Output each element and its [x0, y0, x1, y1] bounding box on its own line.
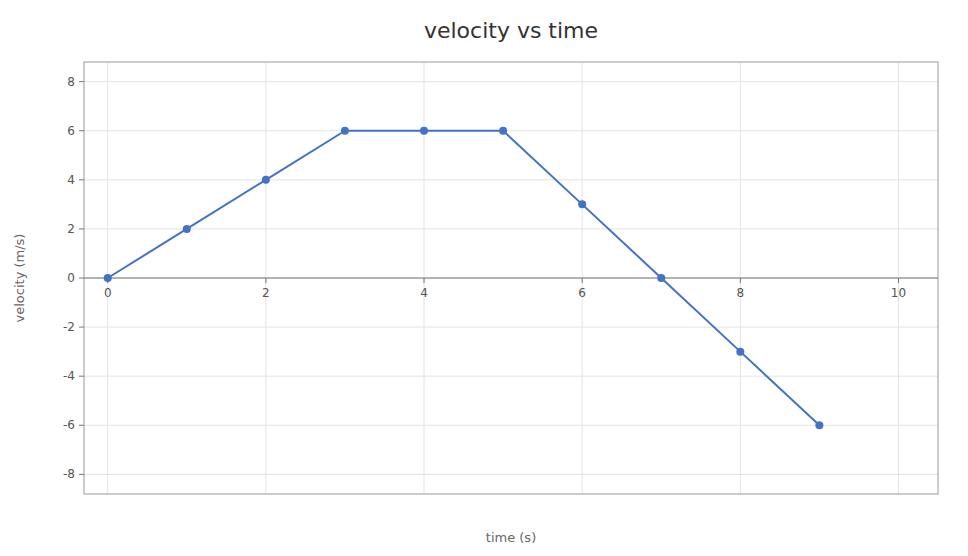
grid — [84, 62, 938, 494]
grid-line-y — [84, 327, 938, 328]
y-tick — [79, 179, 84, 180]
x-tick — [898, 278, 899, 283]
y-tick-label: 8 — [67, 75, 75, 89]
grid-line-x — [740, 62, 741, 494]
y-tick-label: 2 — [67, 222, 75, 236]
x-tick-label: 8 — [736, 286, 744, 300]
y-tick — [79, 130, 84, 131]
y-tick-label: 6 — [67, 124, 75, 138]
y-tick-label: -8 — [63, 467, 75, 481]
marker — [499, 127, 507, 135]
x-tick — [582, 278, 583, 283]
y-axis: -8 -6 -4 -2 0 2 4 6 8 — [63, 75, 84, 482]
grid-line-y — [84, 474, 938, 475]
line — [108, 131, 820, 426]
marker — [815, 421, 823, 429]
grid-line-y — [84, 130, 938, 131]
x-tick — [424, 278, 425, 283]
x-tick-label: 2 — [262, 286, 270, 300]
grid-line-y — [84, 179, 938, 180]
y-tick — [79, 81, 84, 82]
grid-line-y — [84, 81, 938, 82]
y-tick-label: -6 — [63, 418, 75, 432]
marker — [578, 200, 586, 208]
marker — [420, 127, 428, 135]
y-tick — [79, 474, 84, 475]
y-tick-label: 4 — [67, 173, 75, 187]
x-axis-line — [84, 278, 938, 279]
y-tick — [79, 425, 84, 426]
x-tick-label: 10 — [891, 286, 906, 300]
plot-frame — [84, 62, 938, 494]
grid-line-x — [265, 62, 266, 494]
marker — [657, 274, 665, 282]
series — [104, 127, 824, 430]
x-tick-label: 4 — [420, 286, 428, 300]
y-tick-label: -4 — [63, 369, 75, 383]
marker — [341, 127, 349, 135]
grid-line-y — [84, 278, 938, 279]
x-tick — [265, 278, 266, 283]
y-axis-label: velocity (m/s) — [12, 234, 27, 323]
x-tick — [740, 278, 741, 283]
x-tick-label: 6 — [578, 286, 586, 300]
marker — [183, 225, 191, 233]
x-axis: 0 2 4 6 8 10 — [104, 278, 906, 300]
grid-line-y — [84, 425, 938, 426]
y-tick — [79, 228, 84, 229]
title: velocity vs time — [424, 18, 598, 43]
grid-line-x — [582, 62, 583, 494]
y-tick — [79, 376, 84, 377]
y-tick — [79, 278, 84, 279]
x-tick-label: 0 — [104, 286, 112, 300]
grid-line-y — [84, 376, 938, 377]
x-axis-label: time (s) — [486, 530, 536, 545]
marker — [736, 348, 744, 356]
marker — [262, 176, 270, 184]
chart: 0 2 4 6 8 10 -8 -6 -4 -2 0 2 4 6 8 velocity vs time time… — [0, 0, 968, 556]
grid-line-y — [84, 228, 938, 229]
y-tick — [79, 327, 84, 328]
grid-line-x — [898, 62, 899, 494]
y-tick-label: 0 — [67, 271, 75, 285]
y-tick-label: -2 — [63, 320, 75, 334]
marker — [104, 274, 112, 282]
